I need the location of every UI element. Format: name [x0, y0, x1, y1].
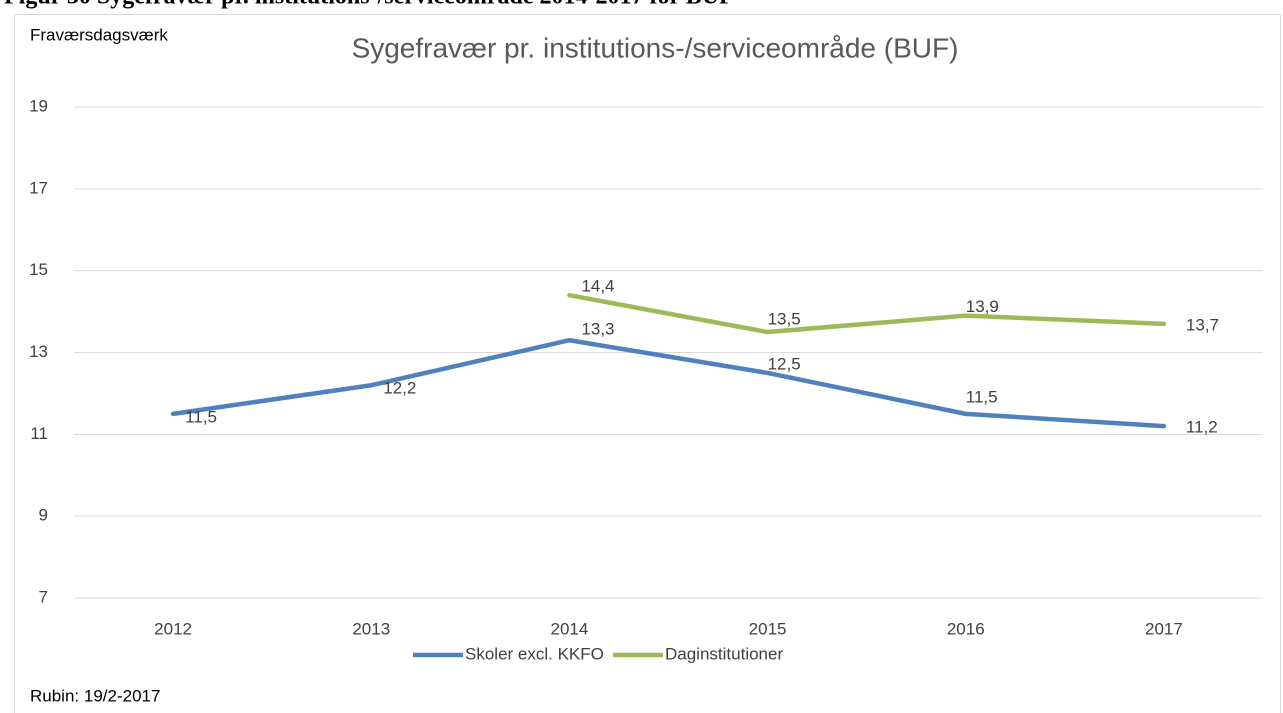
- source-note: Rubin: 19/2-2017: [30, 686, 160, 705]
- y-tick-label: 7: [39, 587, 48, 606]
- series-line: [170, 337, 1167, 429]
- legend-label: Daginstitutioner: [665, 644, 783, 663]
- y-tick-label: 9: [39, 506, 48, 525]
- y-tick-label: 17: [29, 178, 48, 197]
- series-line: [567, 292, 1167, 335]
- data-label: 14,4: [581, 277, 614, 296]
- data-label: 12,5: [768, 354, 801, 373]
- x-tick-label: 2013: [352, 619, 390, 638]
- x-tick-label: 2014: [551, 619, 589, 638]
- legend-label: Skoler excl. KKFO: [465, 644, 604, 663]
- data-label: 11,2: [1186, 418, 1218, 437]
- heading: Figur 30 Sygefravær pr. institutions-/se…: [4, 0, 734, 10]
- chart-title: Sygefravær pr. institutions-/serviceområ…: [352, 32, 959, 63]
- x-tick-label: 2016: [947, 619, 985, 638]
- data-label: 11,5: [185, 407, 217, 426]
- y-tick-label: 15: [29, 260, 48, 279]
- y-tick-label: 11: [30, 424, 48, 443]
- data-label: 13,7: [1186, 315, 1219, 334]
- data-label: 13,5: [768, 310, 801, 329]
- chart-border: [14, 14, 1281, 713]
- x-tick-label: 2015: [749, 619, 787, 638]
- y-tick-label: 19: [29, 96, 48, 115]
- y-tick-label: 13: [29, 342, 48, 361]
- x-tick-label: 2012: [154, 619, 192, 638]
- data-label: 12,2: [383, 379, 416, 398]
- data-label: 13,3: [581, 320, 614, 339]
- data-label: 11,5: [966, 387, 998, 406]
- y-axis-title: Fraværsdagsværk: [30, 25, 168, 44]
- x-tick-label: 2017: [1145, 619, 1183, 638]
- data-label: 13,9: [966, 297, 999, 316]
